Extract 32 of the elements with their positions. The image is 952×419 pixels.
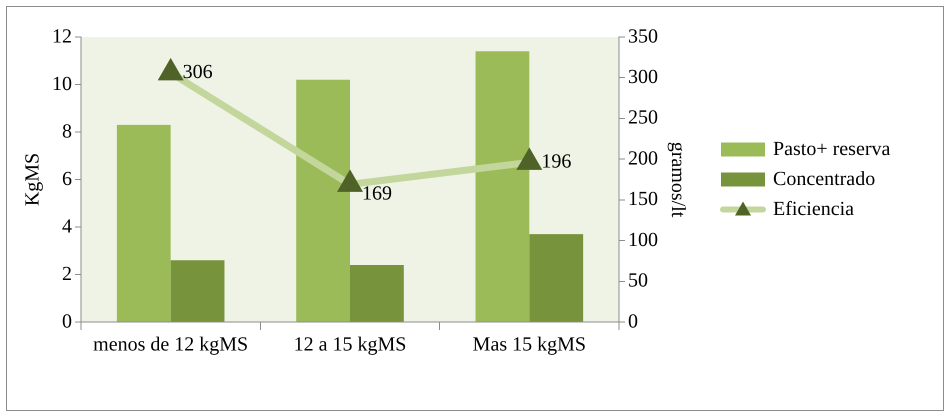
- legend-label: Eficiencia: [773, 198, 854, 220]
- y2-tick-label: 350: [628, 25, 658, 48]
- bar: [116, 124, 171, 322]
- y2-tick-label: 250: [628, 106, 658, 129]
- x-tick-label: menos de 12 kgMS: [93, 333, 248, 356]
- y-tick-label: 2: [62, 262, 72, 285]
- bar: [296, 80, 350, 322]
- bar: [476, 51, 530, 322]
- y2-tick-label: 0: [628, 310, 638, 332]
- y-tick-label: 4: [62, 215, 72, 238]
- y2-axis-title: gramos/lt: [666, 142, 689, 218]
- y-tick-label: 10: [52, 72, 72, 95]
- y2-tick-label: 200: [628, 147, 658, 170]
- y2-tick-label: 300: [628, 66, 658, 88]
- bar: [350, 265, 404, 322]
- legend-label: Concentrado: [773, 168, 876, 190]
- y-tick-label: 8: [62, 120, 72, 142]
- data-label: 169: [362, 182, 392, 205]
- data-label: 306: [182, 61, 213, 84]
- y-tick-label: 0: [62, 310, 72, 332]
- y-tick-label: 12: [52, 25, 72, 48]
- legend-label: Pasto+ reserva: [773, 138, 890, 160]
- data-label: 196: [541, 150, 572, 173]
- y2-tick-label: 150: [628, 188, 658, 210]
- y2-tick-label: 100: [628, 228, 658, 251]
- x-tick-label: 12 a 15 kgMS: [294, 333, 406, 356]
- x-tick-label: Mas 15 kgMS: [472, 333, 586, 356]
- y-axis-title: KgMS: [21, 152, 44, 206]
- bar: [170, 260, 224, 322]
- y2-tick-label: 50: [628, 270, 648, 292]
- bar: [529, 234, 584, 322]
- y-tick-label: 6: [62, 168, 72, 190]
